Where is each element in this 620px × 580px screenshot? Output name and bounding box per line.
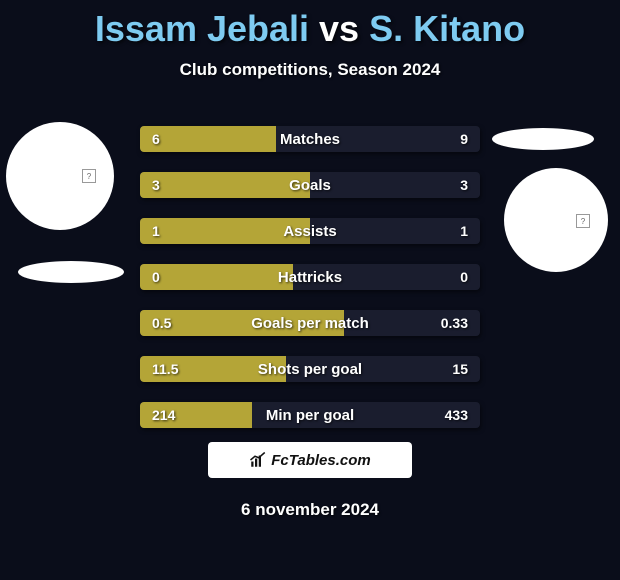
stat-label: Min per goal [140, 402, 480, 428]
player1-shadow [18, 261, 124, 283]
player1-avatar: ? [6, 122, 114, 230]
stat-value-right: 15 [452, 356, 468, 382]
stat-value-right: 0 [460, 264, 468, 290]
stats-container: 6Matches9 3Goals3 1Assists1 0Hattricks0 0.5G… [140, 126, 480, 448]
date-label: 6 november 2024 [0, 500, 620, 520]
page-title: Issam Jebali vs S. Kitano [0, 0, 620, 50]
player2-avatar: ? [504, 168, 608, 272]
stat-row: 214Min per goal433 [140, 402, 480, 428]
stat-row: 1Assists1 [140, 218, 480, 244]
stat-label: Matches [140, 126, 480, 152]
title-vs: vs [319, 8, 359, 49]
title-player2: S. Kitano [369, 8, 525, 49]
stat-value-right: 9 [460, 126, 468, 152]
stat-label: Goals [140, 172, 480, 198]
chart-icon [249, 451, 267, 469]
title-player1: Issam Jebali [95, 8, 309, 49]
stat-value-right: 3 [460, 172, 468, 198]
stat-value-right: 433 [445, 402, 468, 428]
stat-label: Assists [140, 218, 480, 244]
attribution-text: FcTables.com [271, 452, 370, 469]
player1-flag-icon: ? [82, 169, 96, 183]
attribution-badge: FcTables.com [208, 442, 412, 478]
player2-flag-icon: ? [576, 214, 590, 228]
stat-row: 0.5Goals per match0.33 [140, 310, 480, 336]
player2-shadow [492, 128, 594, 150]
subtitle: Club competitions, Season 2024 [0, 60, 620, 80]
stat-row: 0Hattricks0 [140, 264, 480, 290]
stat-label: Shots per goal [140, 356, 480, 382]
stat-row: 6Matches9 [140, 126, 480, 152]
stat-label: Hattricks [140, 264, 480, 290]
stat-value-right: 1 [460, 218, 468, 244]
stat-row: 3Goals3 [140, 172, 480, 198]
stat-value-right: 0.33 [441, 310, 468, 336]
stat-row: 11.5Shots per goal15 [140, 356, 480, 382]
stat-label: Goals per match [140, 310, 480, 336]
